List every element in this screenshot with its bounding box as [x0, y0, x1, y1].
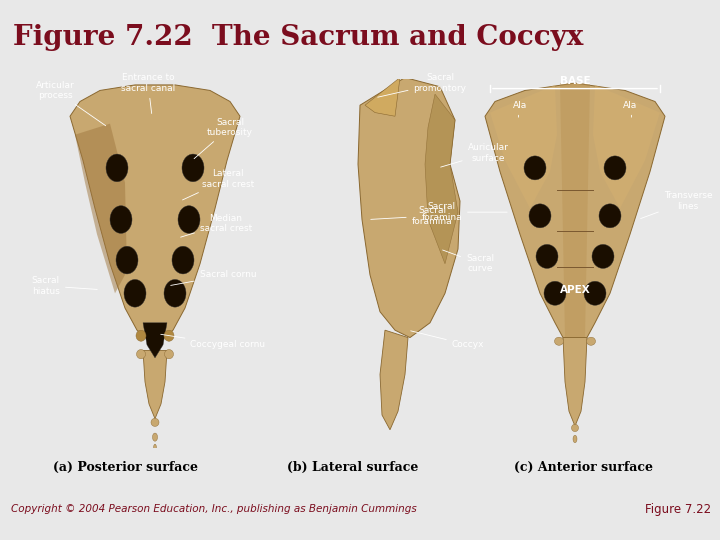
Ellipse shape [584, 281, 606, 305]
Text: Auricular
surface: Auricular surface [441, 144, 508, 167]
Ellipse shape [164, 330, 174, 341]
Ellipse shape [182, 154, 204, 182]
Text: (b) Lateral surface: (b) Lateral surface [287, 461, 418, 474]
Text: Coccygeal cornu: Coccygeal cornu [161, 334, 266, 349]
Ellipse shape [153, 444, 156, 453]
Text: Median
sacral crest: Median sacral crest [181, 213, 252, 237]
Text: Ala: Ala [623, 100, 637, 117]
Ellipse shape [572, 424, 578, 431]
Text: Sacral cornu: Sacral cornu [171, 271, 256, 286]
Text: Transverse
lines: Transverse lines [641, 191, 712, 219]
Ellipse shape [524, 156, 546, 180]
Ellipse shape [106, 154, 128, 182]
Ellipse shape [592, 245, 614, 268]
Polygon shape [143, 350, 167, 419]
Text: Copyright © 2004 Pearson Education, Inc., publishing as Benjamin Cummings: Copyright © 2004 Pearson Education, Inc.… [11, 504, 417, 514]
Polygon shape [560, 83, 590, 338]
Ellipse shape [164, 349, 174, 359]
Text: (a) Posterior surface: (a) Posterior surface [53, 461, 199, 474]
Polygon shape [358, 78, 460, 338]
Ellipse shape [604, 156, 626, 180]
Ellipse shape [554, 337, 564, 345]
Ellipse shape [136, 330, 146, 341]
Polygon shape [380, 330, 408, 430]
Ellipse shape [153, 433, 158, 441]
Polygon shape [70, 85, 240, 338]
Text: Figure 7.22  The Sacrum and Coccyx: Figure 7.22 The Sacrum and Coccyx [13, 24, 583, 51]
Text: Entrance to
sacral canal: Entrance to sacral canal [121, 73, 175, 113]
Ellipse shape [110, 206, 132, 233]
Text: Coccyx: Coccyx [410, 331, 485, 349]
Text: Articular
process: Articular process [35, 81, 106, 126]
Text: Sacral
foramina: Sacral foramina [421, 202, 507, 222]
Text: Figure 7.22: Figure 7.22 [645, 503, 711, 516]
Text: (c) Anterior surface: (c) Anterior surface [513, 461, 653, 474]
Ellipse shape [536, 245, 558, 268]
Text: Sacral
hiatus: Sacral hiatus [32, 276, 97, 295]
Text: Sacral
foramina: Sacral foramina [371, 206, 452, 226]
Text: Sacral
tuberosity: Sacral tuberosity [194, 118, 253, 159]
Ellipse shape [137, 349, 145, 359]
Text: Sacral
curve: Sacral curve [443, 250, 494, 273]
Ellipse shape [124, 280, 146, 307]
Text: Ala: Ala [513, 100, 527, 117]
Polygon shape [143, 323, 167, 358]
Ellipse shape [164, 280, 186, 307]
Ellipse shape [573, 435, 577, 443]
Polygon shape [75, 124, 127, 293]
Polygon shape [490, 85, 557, 208]
Polygon shape [365, 78, 400, 116]
Ellipse shape [151, 418, 159, 427]
Ellipse shape [172, 246, 194, 274]
Ellipse shape [544, 281, 566, 305]
Polygon shape [485, 83, 665, 338]
Polygon shape [563, 338, 587, 426]
Text: Lateral
sacral crest: Lateral sacral crest [183, 169, 254, 200]
Text: BASE: BASE [559, 76, 590, 86]
Polygon shape [593, 85, 660, 208]
Text: APEX: APEX [559, 285, 590, 295]
Ellipse shape [178, 206, 200, 233]
Polygon shape [425, 94, 458, 264]
Ellipse shape [587, 337, 595, 345]
Ellipse shape [599, 204, 621, 228]
Ellipse shape [529, 204, 551, 228]
Ellipse shape [116, 246, 138, 274]
Text: Sacral
promontory: Sacral promontory [378, 73, 467, 97]
